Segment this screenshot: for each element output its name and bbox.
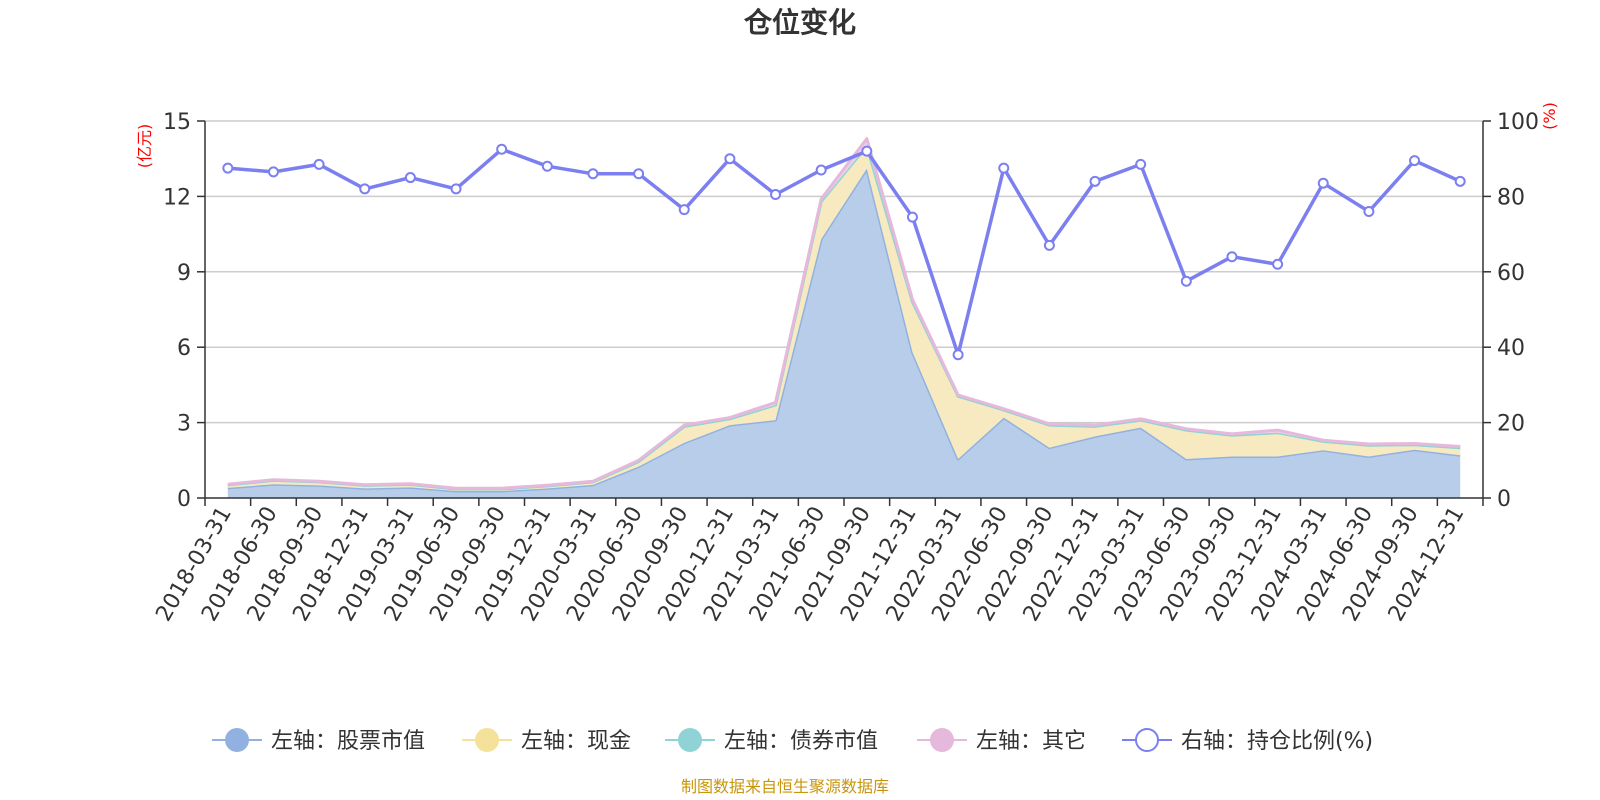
right-tick-label: 0 [1497, 487, 1511, 512]
ratio-point [267, 166, 279, 178]
ratio-point [633, 168, 645, 180]
chart-title: 仓位变化 [744, 6, 856, 39]
ratio-point [359, 183, 371, 195]
legend-marker [225, 728, 249, 752]
ratio-line [227, 147, 1461, 357]
ratio-point [1135, 158, 1147, 170]
right-tick-label: 40 [1497, 336, 1525, 361]
left-axis-ticks: 0 3 6 9 12 15 [163, 110, 205, 512]
line-左轴：其它 [227, 137, 1461, 490]
area-左轴：股票市值 [227, 168, 1461, 499]
ratio-point [770, 189, 782, 201]
legend-label: 左轴：其它 [976, 729, 1086, 754]
legend-marker [678, 728, 702, 752]
ratio-point [313, 158, 325, 170]
right-tick-label: 60 [1497, 261, 1525, 286]
left-tick-label: 0 [177, 487, 191, 512]
ratio-point [1272, 258, 1284, 270]
ratio-point [678, 204, 690, 216]
ratio-point [541, 160, 553, 172]
ratio-point [861, 145, 873, 157]
legend-label: 左轴：债券市值 [724, 729, 878, 754]
left-axis-unit: (亿元) [135, 124, 154, 169]
legend-marker [1135, 728, 1159, 752]
ratio-point [724, 153, 736, 165]
legend: 左轴：股票市值 左轴：现金 左轴：债券市值 左轴：其它 右轴：持仓比例(%) [212, 728, 1373, 754]
ratio-point [404, 172, 416, 184]
ratio-point [1317, 177, 1329, 189]
legend-label: 右轴：持仓比例(%) [1181, 729, 1373, 754]
right-tick-label: 80 [1497, 185, 1525, 210]
ratio-point [1409, 155, 1421, 167]
right-axis-unit: (%) [1540, 102, 1559, 130]
legend-label: 左轴：现金 [521, 729, 631, 754]
left-tick-label: 3 [177, 412, 191, 437]
ratio-point [496, 143, 508, 155]
x-axis-ticks: 2018-03-312018-06-302018-09-302018-12-31… [151, 498, 1484, 626]
ratio-point [1363, 205, 1375, 217]
ratio-point [587, 168, 599, 180]
right-tick-label: 20 [1497, 412, 1525, 437]
ratio-point [998, 162, 1010, 174]
left-tick-label: 15 [163, 110, 191, 135]
right-axis-ticks: 0 20 40 60 80 100 [1483, 110, 1539, 512]
ratio-point [952, 349, 964, 361]
left-tick-label: 12 [163, 185, 191, 210]
ratio-point [1226, 251, 1238, 263]
legend-marker [930, 728, 954, 752]
right-tick-label: 100 [1497, 110, 1539, 135]
left-tick-label: 6 [177, 336, 191, 361]
stacked-areas [227, 137, 1461, 499]
ratio-point [1180, 275, 1192, 287]
ratio-point [1089, 175, 1101, 187]
ratio-point [815, 164, 827, 176]
ratio-point [906, 211, 918, 223]
left-tick-label: 9 [177, 261, 191, 286]
position-ratio-series [222, 143, 1466, 361]
ratio-point [222, 162, 234, 174]
ratio-point [1043, 239, 1055, 251]
legend-marker [475, 728, 499, 752]
legend-label: 左轴：股票市值 [271, 729, 425, 754]
ratio-point [450, 183, 462, 195]
ratio-point [1454, 175, 1466, 187]
data-source-note: 制图数据来自恒生聚源数据库 [681, 777, 889, 796]
